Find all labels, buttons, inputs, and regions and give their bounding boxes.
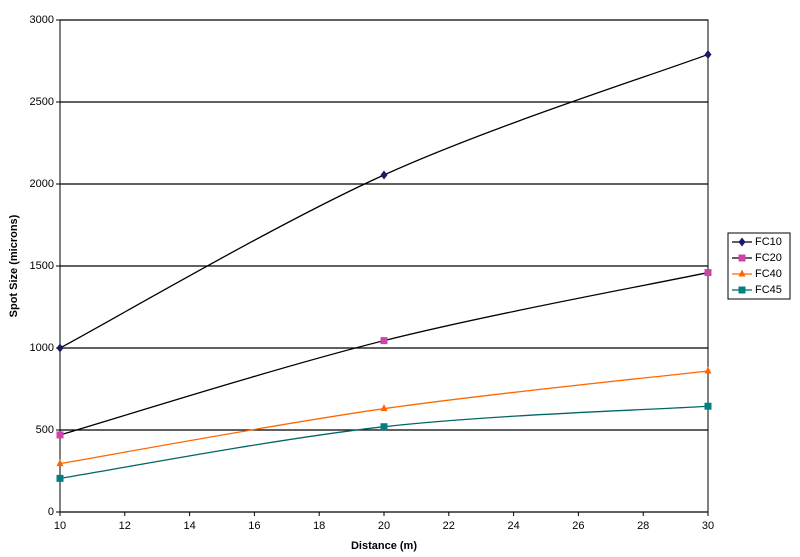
marker — [704, 269, 712, 277]
marker — [380, 170, 388, 180]
y-tick-label: 1500 — [30, 260, 54, 272]
y-tick-label: 500 — [36, 424, 54, 436]
legend-marker — [738, 237, 746, 247]
marker — [380, 337, 388, 345]
x-tick-label: 22 — [443, 520, 455, 532]
series-line — [59, 53, 709, 349]
series-line — [59, 405, 709, 480]
marker — [704, 402, 712, 410]
x-tick-label: 30 — [702, 520, 714, 532]
y-tick-label: 2500 — [30, 96, 54, 108]
legend-label: FC45 — [755, 284, 782, 296]
marker — [56, 459, 64, 467]
y-tick-label: 0 — [48, 506, 54, 518]
x-tick-label: 24 — [507, 520, 519, 532]
x-tick-label: 12 — [119, 520, 131, 532]
marker — [380, 404, 388, 412]
series-line — [59, 370, 709, 465]
marker — [56, 474, 64, 482]
legend-marker — [738, 286, 746, 294]
legend-label: FC20 — [755, 252, 782, 264]
x-tick-label: 26 — [572, 520, 584, 532]
marker — [380, 423, 388, 431]
x-tick-label: 16 — [248, 520, 260, 532]
y-tick-label: 2000 — [30, 178, 54, 190]
legend-box — [727, 232, 791, 300]
x-tick-label: 18 — [313, 520, 325, 532]
y-tick-label: 1000 — [30, 342, 54, 354]
marker — [704, 49, 712, 59]
legend-marker — [738, 269, 746, 277]
marker — [56, 343, 64, 353]
y-tick-label: 3000 — [30, 14, 54, 26]
marker — [704, 366, 712, 374]
y-axis-title: Spot Size (microns) — [8, 214, 20, 317]
plot-frame — [59, 19, 709, 513]
legend-label: FC10 — [755, 236, 782, 248]
x-tick-label: 28 — [637, 520, 649, 532]
marker — [56, 431, 64, 439]
x-tick-label: 20 — [378, 520, 390, 532]
x-tick-label: 10 — [54, 520, 66, 532]
legend-label: FC40 — [755, 268, 782, 280]
x-tick-label: 14 — [183, 520, 195, 532]
legend-marker — [738, 254, 746, 262]
x-axis-title: Distance (m) — [351, 540, 417, 552]
